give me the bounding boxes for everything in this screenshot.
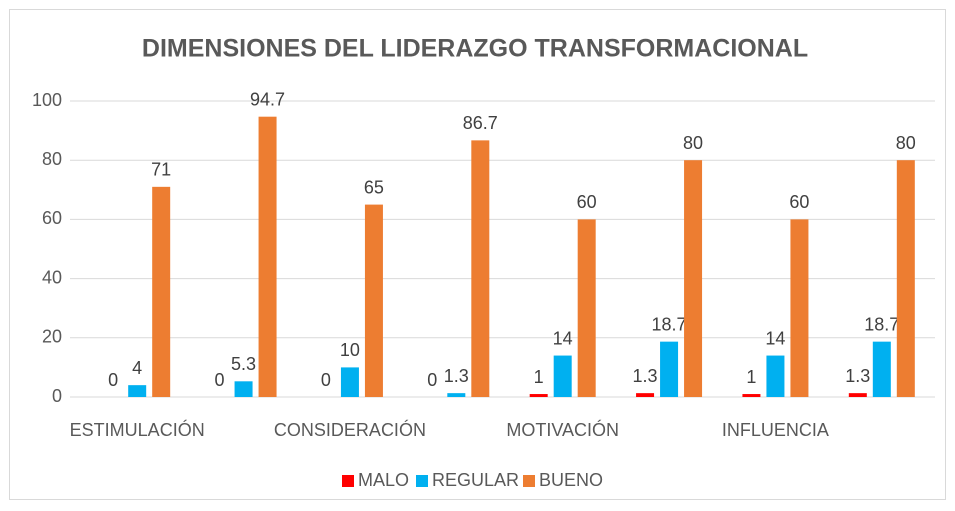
legend-label: REGULAR xyxy=(432,470,519,490)
data-label: 60 xyxy=(789,192,809,212)
x-tick-label: ESTIMULACIÓN xyxy=(70,419,205,440)
bar xyxy=(742,394,761,397)
bar xyxy=(553,355,572,397)
bar xyxy=(128,385,147,397)
x-tick-label: MOTIVACIÓN xyxy=(506,419,619,440)
bar xyxy=(340,367,359,397)
data-label: 5.3 xyxy=(231,354,256,374)
bar xyxy=(872,341,891,397)
data-label: 80 xyxy=(683,133,703,153)
data-label: 86.7 xyxy=(463,113,498,133)
legend-swatch xyxy=(342,475,354,487)
legend-swatch xyxy=(523,475,535,487)
data-label: 4 xyxy=(132,358,142,378)
data-label: 18.7 xyxy=(864,314,899,334)
y-tick-label: 100 xyxy=(32,90,62,110)
x-tick-label: CONSIDERACIÓN xyxy=(274,419,426,440)
data-label: 14 xyxy=(553,328,573,348)
bar xyxy=(471,140,490,398)
bar xyxy=(529,394,548,397)
data-label: 0 xyxy=(427,370,437,390)
bar xyxy=(152,186,171,397)
data-label: 10 xyxy=(340,340,360,360)
data-label: 14 xyxy=(765,328,785,348)
legend-label: MALO xyxy=(358,470,409,490)
bar xyxy=(234,381,253,397)
data-label: 1.3 xyxy=(444,366,469,386)
data-label: 18.7 xyxy=(652,314,687,334)
data-label: 80 xyxy=(896,133,916,153)
data-label: 0 xyxy=(108,370,118,390)
bar xyxy=(447,393,466,397)
legend-label: BUENO xyxy=(539,470,603,490)
data-label: 71 xyxy=(151,160,171,180)
data-label: 60 xyxy=(577,192,597,212)
y-tick-label: 20 xyxy=(42,327,62,347)
bar xyxy=(848,393,867,397)
data-label: 94.7 xyxy=(250,89,285,109)
bar xyxy=(790,219,809,397)
bar xyxy=(896,160,915,397)
bar xyxy=(364,204,383,397)
data-label: 1.3 xyxy=(633,366,658,386)
bar xyxy=(684,160,703,397)
data-label: 0 xyxy=(321,370,331,390)
bar xyxy=(660,341,679,397)
bar xyxy=(258,116,277,398)
chart-title: DIMENSIONES DEL LIDERAZGO TRANSFORMACION… xyxy=(142,35,808,63)
bar xyxy=(577,219,596,397)
data-label: 1 xyxy=(746,367,756,387)
y-tick-label: 80 xyxy=(42,149,62,169)
bar xyxy=(766,355,785,397)
legend-swatch xyxy=(416,475,428,487)
x-tick-label: INFLUENCIA xyxy=(722,420,829,440)
data-label: 1 xyxy=(534,367,544,387)
data-label: 1.3 xyxy=(845,366,870,386)
data-label: 65 xyxy=(364,177,384,197)
bar xyxy=(636,393,655,397)
y-tick-label: 60 xyxy=(42,208,62,228)
data-label: 0 xyxy=(215,370,225,390)
y-tick-label: 40 xyxy=(42,267,62,287)
y-tick-label: 0 xyxy=(52,386,62,406)
